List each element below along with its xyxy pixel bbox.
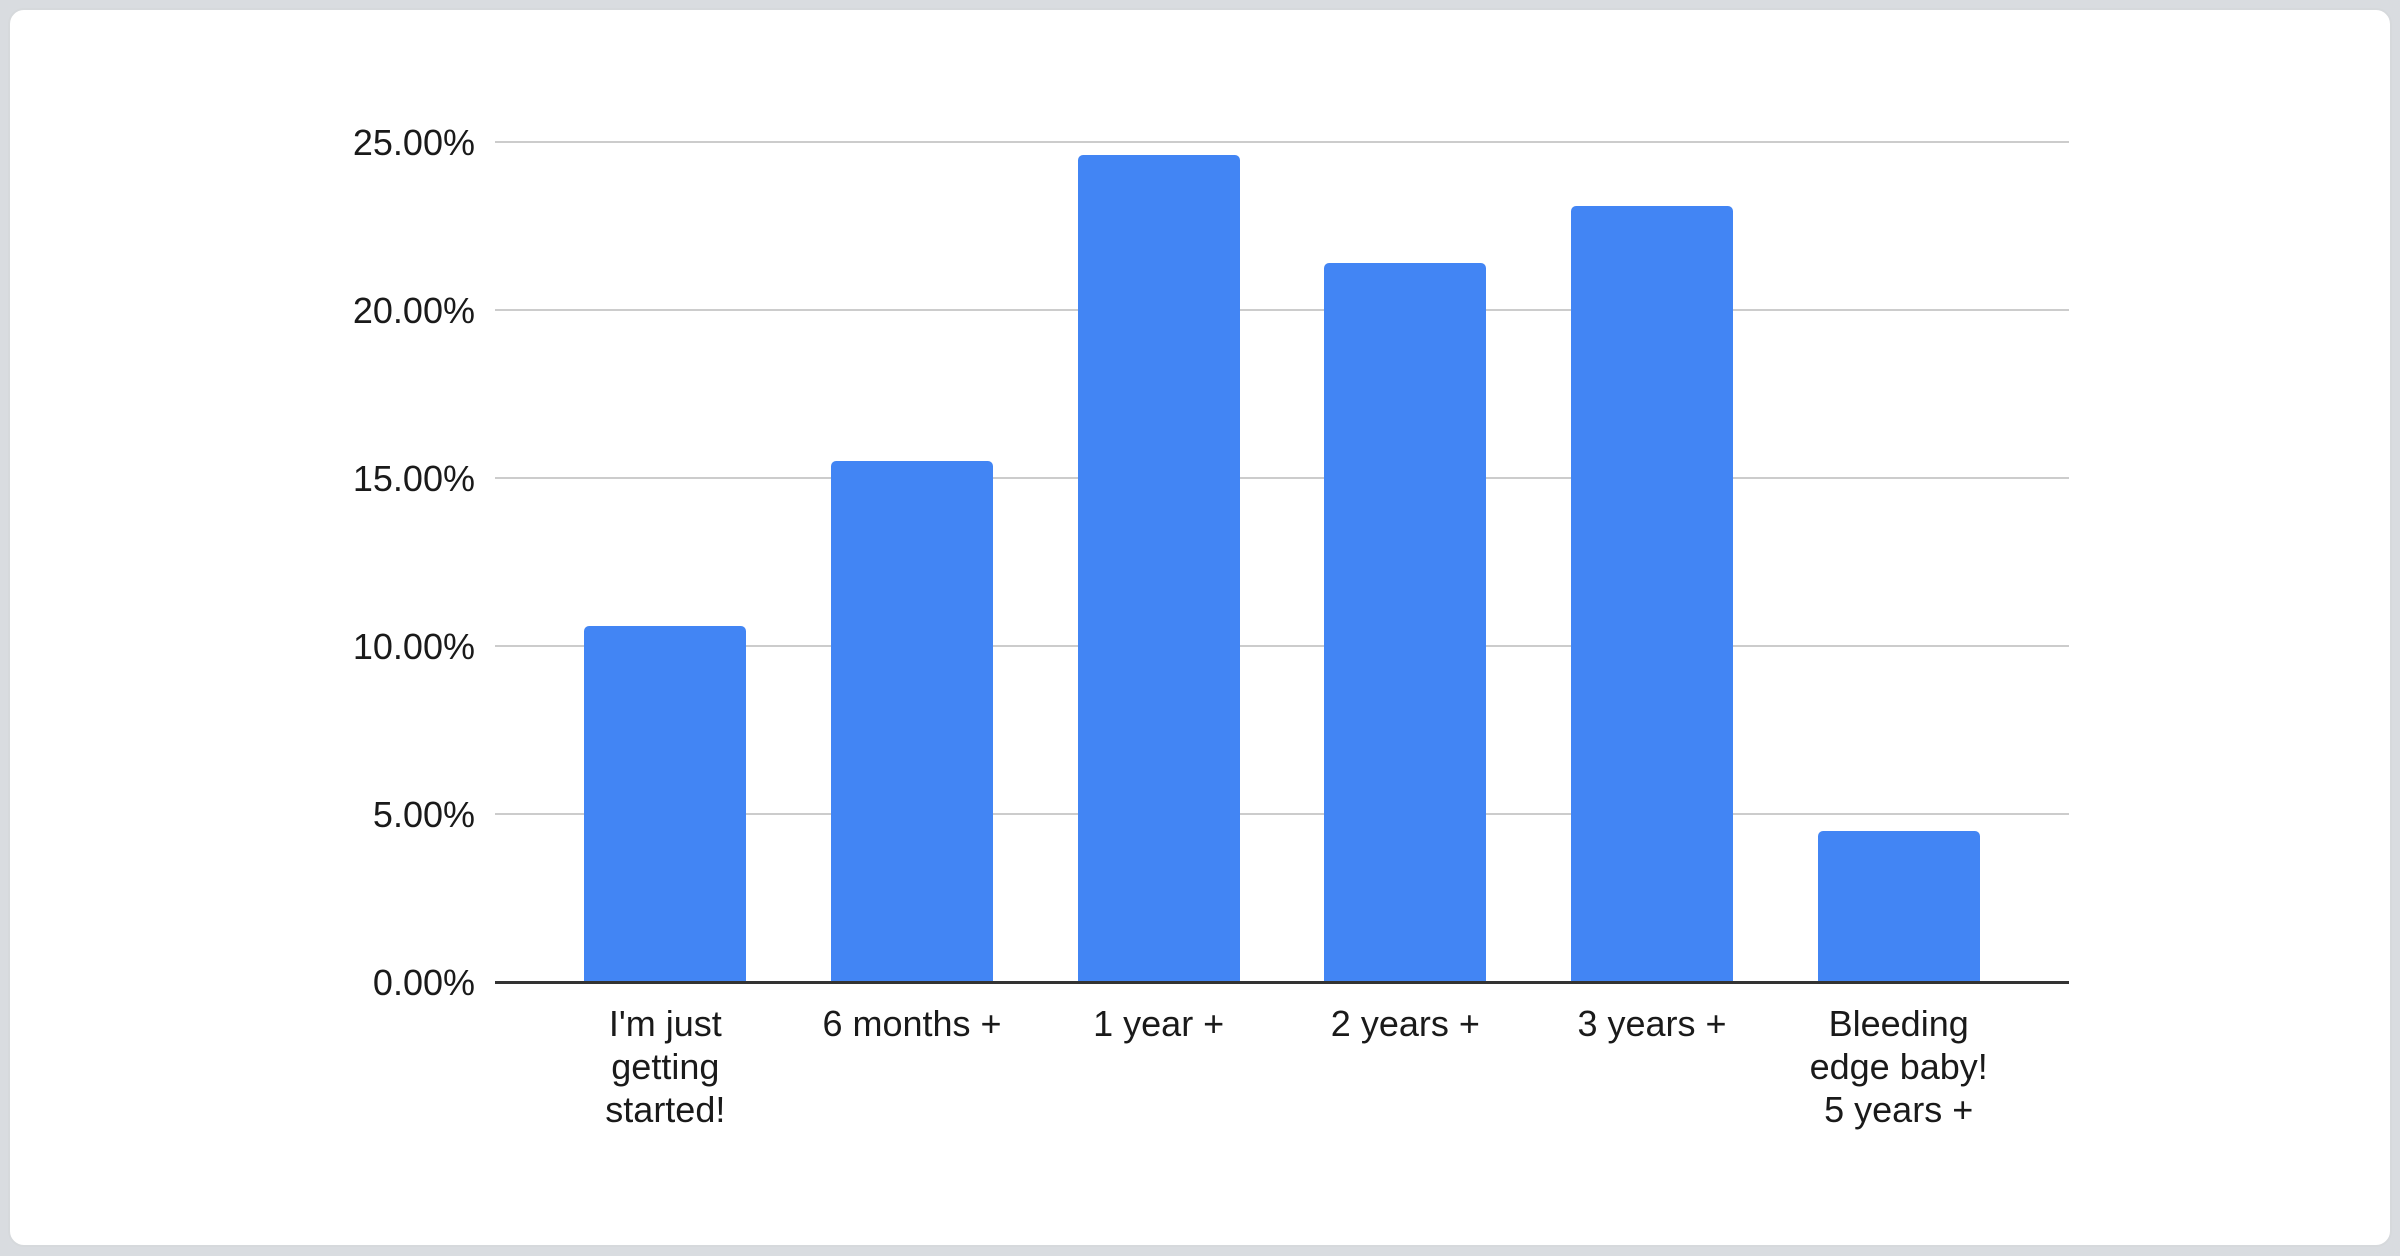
x-axis-category-label: I'm just getting started!	[605, 1003, 726, 1130]
y-axis-tick-label: 10.00%	[352, 625, 475, 667]
bar-chart: 25.00% 20.00% 15.00% 10.00% 5.00% 0.00% I'm ju…	[10, 10, 2390, 1245]
bar-3	[1077, 155, 1240, 982]
x-axis-labels: I'm just getting started! 6 months + 1 yea…	[495, 1002, 2069, 1131]
y-axis-tick-label: 5.00%	[372, 793, 475, 835]
gridline-10.00%	[495, 645, 2069, 647]
bar-slot	[1035, 142, 1282, 982]
bar-slot	[1529, 142, 1776, 982]
bar-slot	[789, 142, 1036, 982]
chart-card: 25.00% 20.00% 15.00% 10.00% 5.00% 0.00% I'm ju…	[8, 8, 2392, 1247]
bar-slot	[1282, 142, 1529, 982]
bar-slot	[1775, 142, 2022, 982]
gridline-25.00%	[495, 141, 2069, 143]
bar-1	[584, 625, 747, 982]
bar-6	[1817, 830, 1980, 982]
x-axis-category-label: 1 year +	[1093, 1003, 1225, 1044]
bar-5	[1571, 205, 1734, 982]
x-axis-category-label: 3 years +	[1577, 1003, 1727, 1044]
gridline-20.00%	[495, 309, 2069, 311]
x-axis-category-label: 6 months +	[822, 1003, 1002, 1044]
y-axis-tick-label: 25.00%	[352, 121, 475, 163]
bar-slot	[542, 142, 789, 982]
y-axis-tick-label: 0.00%	[372, 961, 475, 1003]
bar-2	[831, 461, 993, 982]
y-axis-tick-label: 15.00%	[352, 457, 475, 499]
gridline-15.00%	[495, 477, 2069, 479]
x-axis-line	[495, 981, 2069, 984]
x-axis-category-label: Bleeding edge baby! 5 years +	[1809, 1003, 1988, 1130]
y-axis-tick-label: 20.00%	[352, 289, 475, 331]
bars-row	[495, 142, 2069, 982]
gridline-5.00%	[495, 813, 2069, 815]
x-axis-category-label: 2 years +	[1330, 1003, 1480, 1044]
bar-4	[1324, 262, 1487, 982]
